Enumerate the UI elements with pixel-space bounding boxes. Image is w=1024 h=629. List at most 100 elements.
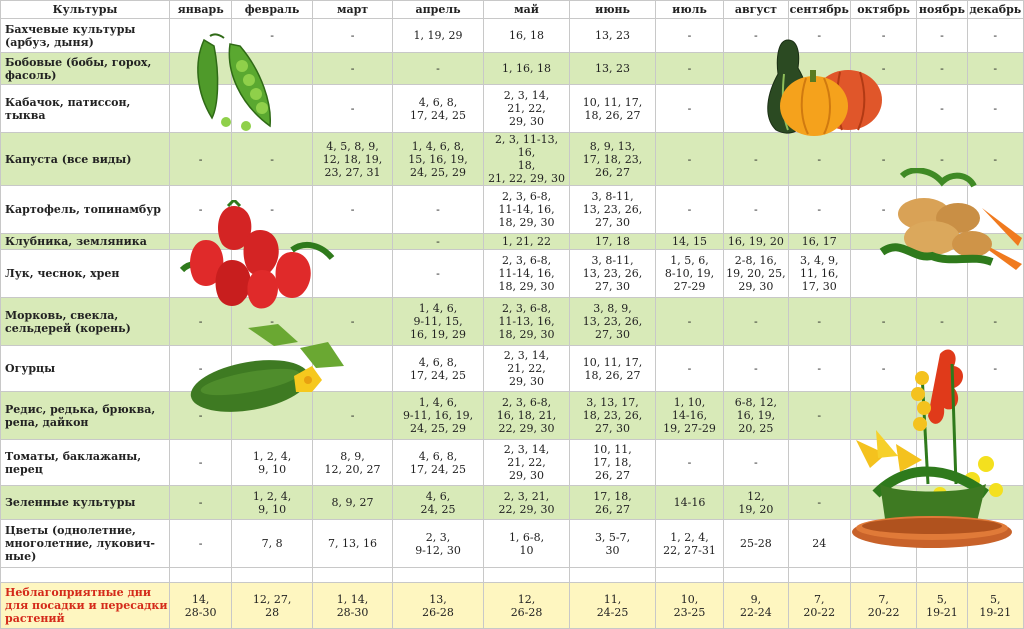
day-cell bbox=[966, 519, 1024, 568]
day-cell: - bbox=[966, 297, 1024, 346]
header-cell: февраль bbox=[231, 0, 313, 19]
header-cell: январь bbox=[168, 0, 233, 19]
crop-name-cell: Бобовые (бобы, горох, фасоль) bbox=[0, 52, 170, 85]
spacer-cell bbox=[482, 567, 571, 583]
day-cell: - bbox=[654, 345, 725, 392]
day-cell: 2, 3, 6-8, 11-13, 16, 18, 29, 30 bbox=[482, 297, 571, 346]
table-row: Морковь, свекла, сельдерей (корень) - - -1,… bbox=[0, 297, 1024, 346]
day-cell: 16, 19, 20 bbox=[723, 233, 789, 250]
unfavorable-day-cell: 7, 20-22 bbox=[787, 582, 851, 629]
day-cell: - bbox=[392, 52, 484, 85]
table-row: Зеленные культуры -1, 2, 4, 9, 10 8, 9, 27… bbox=[0, 485, 1024, 520]
day-cell: - bbox=[654, 185, 725, 234]
day-cell: - bbox=[392, 249, 484, 298]
day-cell bbox=[916, 249, 968, 298]
spacer-cell bbox=[392, 567, 484, 583]
day-cell: 2, 3, 11-13, 16, 18, 21, 22, 29, 30 bbox=[482, 132, 571, 186]
header-cell: Культуры bbox=[0, 0, 170, 19]
header-cell: март bbox=[311, 0, 394, 19]
day-cell: - bbox=[916, 18, 968, 53]
table-row: Огурцы -4, 6, 8, 17, 24, 25 2, 3, 14, 21, … bbox=[0, 345, 1024, 392]
day-cell: 3, 4, 9, 11, 16, 17, 30 bbox=[787, 249, 851, 298]
day-cell bbox=[787, 52, 851, 85]
day-cell: - bbox=[849, 297, 918, 346]
day-cell: 3, 8-11, 13, 23, 26, 27, 30 bbox=[569, 249, 656, 298]
day-cell: - bbox=[787, 132, 851, 186]
day-cell: - bbox=[311, 18, 394, 53]
day-cell bbox=[966, 485, 1024, 520]
header-cell: сентябрь bbox=[787, 0, 851, 19]
day-cell bbox=[168, 233, 233, 250]
day-cell: - bbox=[311, 297, 394, 346]
unfavorable-days-row: Неблагоприятные дни для посадки и переса… bbox=[0, 582, 1024, 629]
header-cell: май bbox=[482, 0, 571, 19]
day-cell: - bbox=[849, 132, 918, 186]
day-cell bbox=[311, 233, 394, 250]
day-cell: - bbox=[392, 185, 484, 234]
unfavorable-day-cell: 1, 14, 28-30 bbox=[311, 582, 394, 629]
day-cell: 4, 6, 8, 17, 24, 25 bbox=[392, 439, 484, 486]
table-row: Лук, чеснок, хрен -2, 3, 6-8, 11-14, 16, … bbox=[0, 249, 1024, 298]
crop-name-cell: Лук, чеснок, хрен bbox=[0, 249, 170, 298]
day-cell: - bbox=[966, 84, 1024, 133]
unfavorable-day-cell: 14, 28-30 bbox=[168, 582, 233, 629]
day-cell bbox=[849, 391, 918, 440]
day-cell: 1, 2, 4, 22, 27-31 bbox=[654, 519, 725, 568]
spacer-cell bbox=[723, 567, 789, 583]
day-cell: - bbox=[168, 439, 233, 486]
day-cell: - bbox=[311, 52, 394, 85]
day-cell: 10, 11, 17, 18, 26, 27 bbox=[569, 345, 656, 392]
day-cell: 3, 8, 9, 13, 23, 26, 27, 30 bbox=[569, 297, 656, 346]
day-cell: 10, 11, 17, 18, 26, 27 bbox=[569, 84, 656, 133]
day-cell: - bbox=[168, 485, 233, 520]
day-cell bbox=[966, 439, 1024, 486]
day-cell bbox=[966, 233, 1024, 250]
day-cell: - bbox=[168, 185, 233, 234]
header-row: Культуры январь февраль март апрель май … bbox=[0, 0, 1024, 19]
crop-name-cell: Капуста (все виды) bbox=[0, 132, 170, 186]
day-cell bbox=[168, 84, 233, 133]
day-cell: 1, 10, 14-16, 19, 27-29 bbox=[654, 391, 725, 440]
day-cell bbox=[916, 485, 968, 520]
day-cell: - bbox=[787, 391, 851, 440]
day-cell: 4, 5, 8, 9, 12, 18, 19, 23, 27, 31 bbox=[311, 132, 394, 186]
day-cell: 24 bbox=[787, 519, 851, 568]
table-row: Кабачок, патиссон, тыква -4, 6, 8, 17, 24… bbox=[0, 84, 1024, 133]
spacer-cell bbox=[849, 567, 918, 583]
unfavorable-day-cell: 12, 27, 28 bbox=[231, 582, 313, 629]
day-cell: - bbox=[654, 84, 725, 133]
day-cell bbox=[723, 84, 789, 133]
table-row: Картофель, топинамбур - - - -2, 3, 6-8, 11-1… bbox=[0, 185, 1024, 234]
day-cell: - bbox=[168, 519, 233, 568]
day-cell bbox=[916, 233, 968, 250]
crop-name-cell: Картофель, топинамбур bbox=[0, 185, 170, 234]
spacer-cell bbox=[569, 567, 656, 583]
day-cell: - bbox=[168, 345, 233, 392]
day-cell: - bbox=[916, 297, 968, 346]
day-cell bbox=[231, 233, 313, 250]
day-cell bbox=[966, 249, 1024, 298]
day-cell: 13, 23 bbox=[569, 18, 656, 53]
header-cell: июль bbox=[654, 0, 725, 19]
day-cell: 7, 13, 16 bbox=[311, 519, 394, 568]
day-cell: 16, 18 bbox=[482, 18, 571, 53]
day-cell: - bbox=[916, 84, 968, 133]
day-cell bbox=[916, 391, 968, 440]
day-cell: - bbox=[723, 185, 789, 234]
day-cell: - bbox=[849, 185, 918, 234]
day-cell: 3, 13, 17, 18, 23, 26, 27, 30 bbox=[569, 391, 656, 440]
day-cell: 1, 2, 4, 9, 10 bbox=[231, 439, 313, 486]
spacer-cell bbox=[916, 567, 968, 583]
day-cell: - bbox=[654, 18, 725, 53]
day-cell: - bbox=[168, 132, 233, 186]
day-cell: 3, 8-11, 13, 23, 26, 27, 30 bbox=[569, 185, 656, 234]
day-cell: 1, 21, 22 bbox=[482, 233, 571, 250]
day-cell bbox=[849, 519, 918, 568]
header-cell: ноябрь bbox=[916, 0, 968, 19]
day-cell bbox=[311, 345, 394, 392]
day-cell: 10, 11, 17, 18, 26, 27 bbox=[569, 439, 656, 486]
day-cell: - bbox=[654, 439, 725, 486]
day-cell: - bbox=[723, 439, 789, 486]
spacer-cell bbox=[787, 567, 851, 583]
